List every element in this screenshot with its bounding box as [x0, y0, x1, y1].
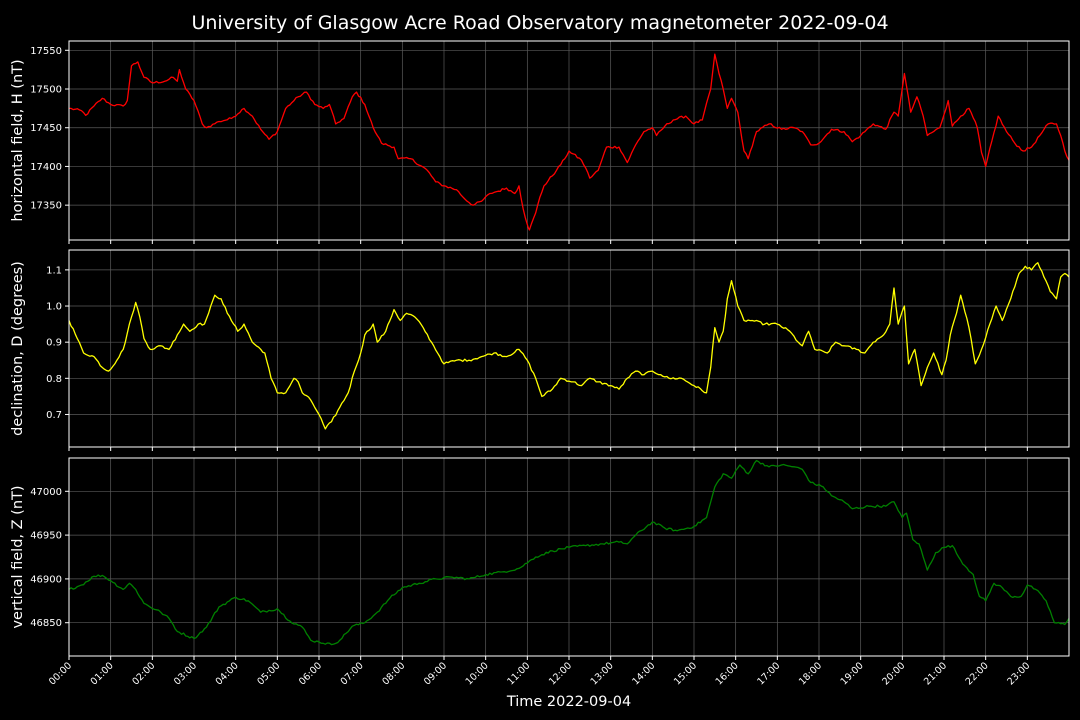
x-tick-label: 13:00 — [589, 660, 616, 687]
panel-H: 17350 17400 17450 17500 17550 horizontal fiel… — [10, 40, 1070, 244]
y-tick-label: 46900 — [30, 574, 62, 585]
x-tick-label: 04:00 — [214, 660, 241, 687]
y-tick-label: 46850 — [30, 618, 62, 629]
y-tick-label: 0.7 — [46, 410, 62, 421]
x-tick-label: 19:00 — [839, 660, 866, 687]
y-tick-label: 46950 — [30, 531, 62, 542]
x-tick-label: 22:00 — [964, 660, 991, 687]
y-tick-label: 1.0 — [46, 302, 62, 313]
x-tick-label: 23:00 — [1005, 660, 1032, 687]
y-axis-label: declination, D (degrees) — [10, 261, 26, 436]
y-axis-label: vertical field, Z (nT) — [10, 485, 26, 628]
x-tick-label: 15:00 — [672, 660, 699, 687]
x-tick-label: 00:00 — [47, 660, 74, 687]
x-tick-label: 02:00 — [130, 660, 157, 687]
y-tick-label: 47000 — [30, 487, 62, 498]
x-tick-label: 17:00 — [755, 660, 782, 687]
y-tick-label: 17550 — [30, 46, 62, 57]
x-tick-label: 09:00 — [422, 660, 449, 687]
x-tick-label: 03:00 — [172, 660, 199, 687]
x-tick-label: 16:00 — [714, 660, 741, 687]
x-tick-label: 05:00 — [255, 660, 282, 687]
panel-frame — [68, 40, 1070, 241]
y-tick-label: 17450 — [30, 123, 62, 134]
chart-title: University of Glasgow Acre Road Observat… — [191, 12, 888, 34]
series-line-Z — [68, 459, 1070, 646]
panel-frame — [68, 457, 1070, 657]
series-line-H — [69, 53, 1070, 231]
x-tick-label: 08:00 — [380, 660, 407, 687]
x-tick-label: 01:00 — [89, 660, 116, 687]
y-tick-label: 17400 — [30, 162, 62, 173]
x-tick-label: 21:00 — [922, 660, 949, 687]
y-tick-label: 0.8 — [46, 374, 62, 385]
y-axis-label: horizontal field, H (nT) — [10, 59, 26, 221]
x-tick-label: 07:00 — [339, 660, 366, 687]
y-tick-label: 1.1 — [46, 265, 62, 276]
x-tick-label: 12:00 — [547, 660, 574, 687]
x-tick-label: 14:00 — [630, 660, 657, 687]
panel-D: 0.7 0.8 0.9 1.0 1.1 declination, D (degrees) — [10, 249, 1070, 451]
x-tick-label: 20:00 — [880, 660, 907, 687]
y-tick-label: 17350 — [30, 201, 62, 212]
y-tick-label: 0.9 — [46, 338, 62, 349]
panel-frame — [68, 249, 1070, 448]
x-axis-label: Time 2022-09-04 — [506, 694, 631, 710]
x-tick-label: 10:00 — [464, 660, 491, 687]
x-tick-label: 11:00 — [505, 660, 532, 687]
panel-Z: 46850 46900 46950 47000 vertical field, Z (n… — [10, 457, 1070, 660]
series-line-D — [68, 262, 1070, 430]
x-tick-label: 06:00 — [297, 660, 324, 687]
y-tick-label: 17500 — [30, 85, 62, 96]
x-tick-label: 18:00 — [797, 660, 824, 687]
